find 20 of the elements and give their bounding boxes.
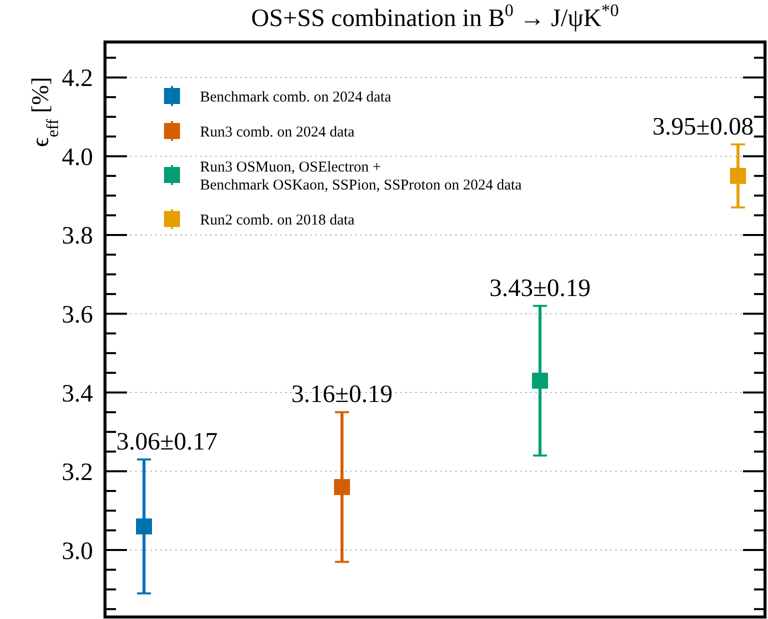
y-tick-label: 3.0 xyxy=(62,538,93,565)
legend-label: Benchmark comb. on 2024 data xyxy=(200,89,392,106)
y-tick-label: 3.6 xyxy=(62,301,93,328)
data-label: 3.16±0.19 xyxy=(291,381,393,408)
point xyxy=(730,168,746,184)
chart-title: OS+SS combination in B$^{0}$ → J/ψK$^{*0}$ xyxy=(251,0,620,32)
y-tick-label: 4.2 xyxy=(62,65,93,92)
data-label: 3.43±0.19 xyxy=(489,274,591,302)
data-label: 3.06±0.17 xyxy=(116,428,218,456)
point xyxy=(136,518,152,534)
y-tick-label: 4.0 xyxy=(62,144,93,171)
data-label: 3.95±0.08 xyxy=(652,113,754,140)
point xyxy=(334,479,350,496)
y-tick-label: 3.2 xyxy=(62,459,93,486)
legend-label: Run3 comb. on 2024 data xyxy=(200,124,355,140)
legend-label: Run3 OSMuon, OSElectron + Benchmark OSKaon, SSPion, SSProton on 2024 data xyxy=(200,159,522,194)
y-tick-label: 3.4 xyxy=(62,380,94,408)
y-tick-label: 3.8 xyxy=(62,222,93,250)
point xyxy=(532,372,548,389)
legend-label: Run2 comb. on 2018 data xyxy=(200,212,355,228)
